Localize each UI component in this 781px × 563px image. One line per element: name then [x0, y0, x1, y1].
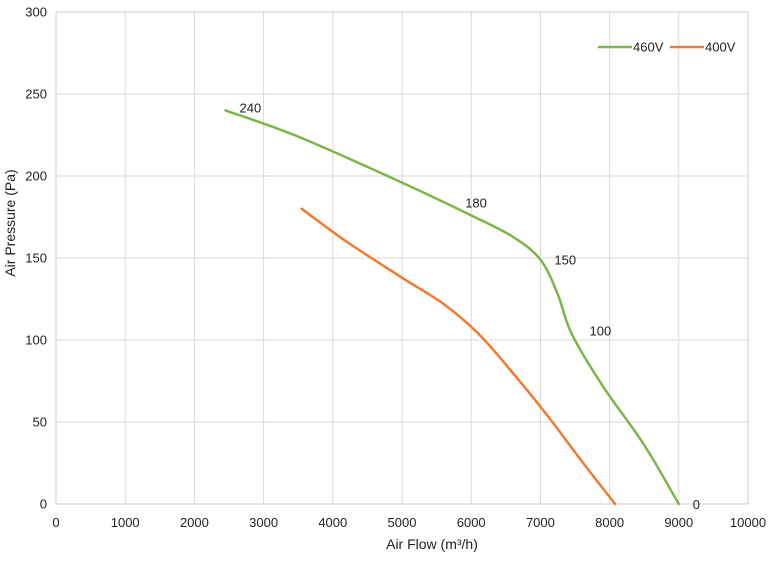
y-tick-label: 0 [40, 497, 47, 512]
annotations: 240 180 150 100 0 [240, 100, 700, 512]
x-tick-label: 6000 [457, 515, 486, 530]
y-tick-label: 50 [33, 415, 47, 430]
series-group [224, 109, 681, 506]
tick-labels: 0 1000 2000 3000 4000 5000 6000 7000 8000 9000 100… [25, 5, 766, 531]
plot-frame [55, 11, 749, 505]
y-tick-label: 150 [25, 251, 47, 266]
data-label: 180 [465, 195, 487, 210]
x-tick-label: 7000 [526, 515, 555, 530]
data-label: 150 [554, 253, 576, 268]
x-tick-label: 3000 [249, 515, 278, 530]
x-tick-label: 8000 [595, 515, 624, 530]
x-axis-title: Air Flow (m³/h) [386, 536, 478, 552]
x-tick-label: 10000 [730, 515, 766, 530]
legend-label: 400V [705, 40, 736, 55]
y-tick-label: 250 [25, 87, 47, 102]
series-line-400v [300, 207, 617, 506]
x-tick-label: 0 [52, 515, 59, 530]
x-tick-label: 9000 [664, 515, 693, 530]
x-tick-label: 5000 [388, 515, 417, 530]
x-tick-label: 1000 [111, 515, 140, 530]
y-tick-label: 200 [25, 169, 47, 184]
y-tick-label: 300 [25, 5, 47, 20]
series-line-460v [224, 109, 681, 506]
data-label: 240 [240, 100, 262, 115]
y-tick-label: 100 [25, 333, 47, 348]
data-label: 100 [590, 323, 612, 338]
x-tick-label: 2000 [180, 515, 209, 530]
legend: 460V 400V [598, 40, 736, 55]
data-label: 0 [693, 497, 700, 512]
x-tick-label: 4000 [318, 515, 347, 530]
y-axis-title: Air Pressure (Pa) [2, 169, 18, 276]
legend-label: 460V [633, 40, 664, 55]
